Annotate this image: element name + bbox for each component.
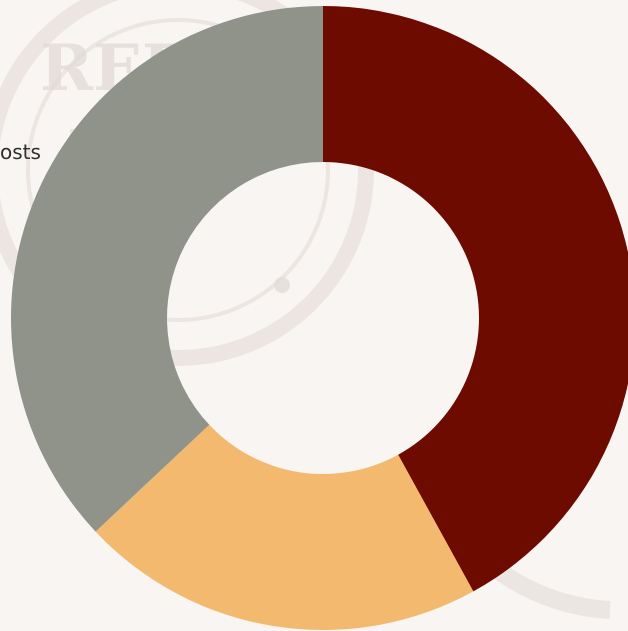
donut-slice-2: [95, 424, 474, 630]
donut-slice-1: [323, 6, 628, 592]
legend-label-partial: osts: [0, 140, 41, 164]
donut-slice-3: [11, 6, 324, 532]
